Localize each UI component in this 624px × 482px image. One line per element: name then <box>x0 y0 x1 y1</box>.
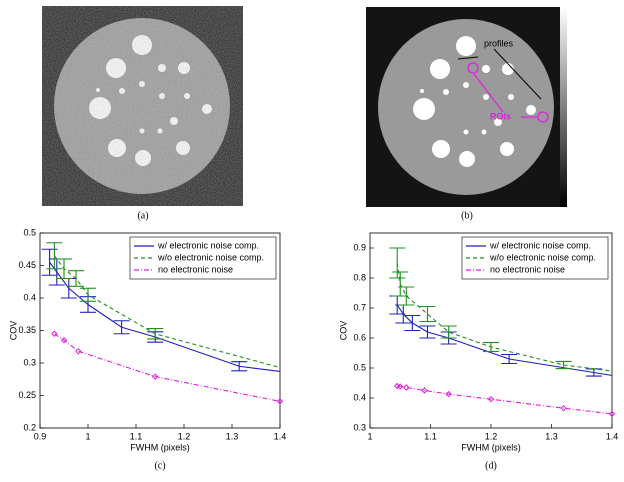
y-tick-label: 0.25 <box>18 390 36 400</box>
legend-label: w/o electronic noise comp. <box>157 252 264 262</box>
marker <box>403 384 410 391</box>
y-tick-label: 0.4 <box>353 392 366 402</box>
error-bar <box>419 305 436 323</box>
x-tick-label: 1.2 <box>485 431 498 441</box>
image-a <box>42 6 243 206</box>
error-bar <box>501 353 518 365</box>
error-bar <box>80 287 96 302</box>
x-tick-label: 1 <box>367 431 372 441</box>
legend-label: w/o electronic noise comp. <box>489 252 596 262</box>
error-bar <box>392 271 409 297</box>
marker <box>397 383 404 390</box>
x-axis-label: FWHM (pixels) <box>461 442 521 452</box>
x-tick-label: 1.4 <box>606 431 619 441</box>
series-line <box>49 261 281 372</box>
error-bar <box>231 361 248 372</box>
caption: (a) <box>137 210 148 221</box>
caption: (b) <box>461 210 473 221</box>
error-bar <box>398 286 415 306</box>
marker <box>151 373 159 380</box>
x-tick-label: 1.3 <box>226 431 239 441</box>
error-bar <box>440 325 457 339</box>
y-axis-label: COV <box>8 321 18 341</box>
x-tick-label: 1.2 <box>178 431 191 441</box>
error-bar <box>419 325 436 339</box>
x-tick-label: 0.9 <box>34 431 47 441</box>
caption: (c) <box>154 460 165 471</box>
error-bar <box>56 258 72 280</box>
y-tick-label: 0.9 <box>353 242 366 252</box>
y-tick-label: 0.6 <box>353 332 366 342</box>
error-bar <box>113 320 130 335</box>
marker <box>445 390 452 398</box>
legend-label: no electronic noise <box>158 264 233 274</box>
annotation: profiles <box>484 38 514 48</box>
error-bar <box>68 270 84 287</box>
x-tick-label: 1.1 <box>424 431 437 441</box>
x-tick-label: 1 <box>85 431 90 441</box>
error-bar <box>389 247 406 279</box>
error-bar <box>46 242 63 270</box>
marker <box>276 398 284 405</box>
y-tick-label: 0.35 <box>18 325 36 335</box>
marker <box>608 410 616 418</box>
error-bar <box>483 341 499 353</box>
error-bar <box>404 314 421 332</box>
y-tick-label: 0.8 <box>353 272 366 282</box>
marker <box>51 330 58 337</box>
y-tick-label: 0.2 <box>23 422 36 432</box>
y-tick-label: 0.5 <box>353 362 366 372</box>
y-tick-label: 0.3 <box>23 357 36 367</box>
error-bar <box>555 360 572 370</box>
series-line <box>397 385 613 415</box>
legend-label: w/ electronic noise comp. <box>489 240 591 250</box>
y-tick-label: 0.5 <box>23 227 36 237</box>
image-b <box>366 7 567 207</box>
legend <box>129 236 277 280</box>
legend-label: no electronic noise <box>490 264 565 274</box>
legend <box>461 236 609 280</box>
marker <box>75 348 82 355</box>
x-tick-label: 1.4 <box>274 431 287 441</box>
marker <box>421 387 428 394</box>
error-bar <box>147 327 164 340</box>
x-axis-label: FWHM (pixels) <box>130 442 190 452</box>
series-line <box>54 333 281 402</box>
y-tick-label: 0.7 <box>353 302 366 312</box>
legend-label: w/ electronic noise comp. <box>157 240 259 250</box>
y-axis-label: COV <box>338 321 348 341</box>
x-tick-label: 1.1 <box>130 431 143 441</box>
annotation: ROIs <box>490 111 511 121</box>
y-tick-label: 0.4 <box>23 292 36 302</box>
series-line <box>396 262 613 372</box>
marker <box>560 404 567 412</box>
x-tick-label: 1.3 <box>545 431 558 441</box>
marker <box>60 337 68 344</box>
y-tick-label: 0.45 <box>18 260 36 270</box>
marker <box>487 395 495 403</box>
caption: (d) <box>485 460 497 471</box>
y-tick-label: 0.3 <box>353 422 366 432</box>
